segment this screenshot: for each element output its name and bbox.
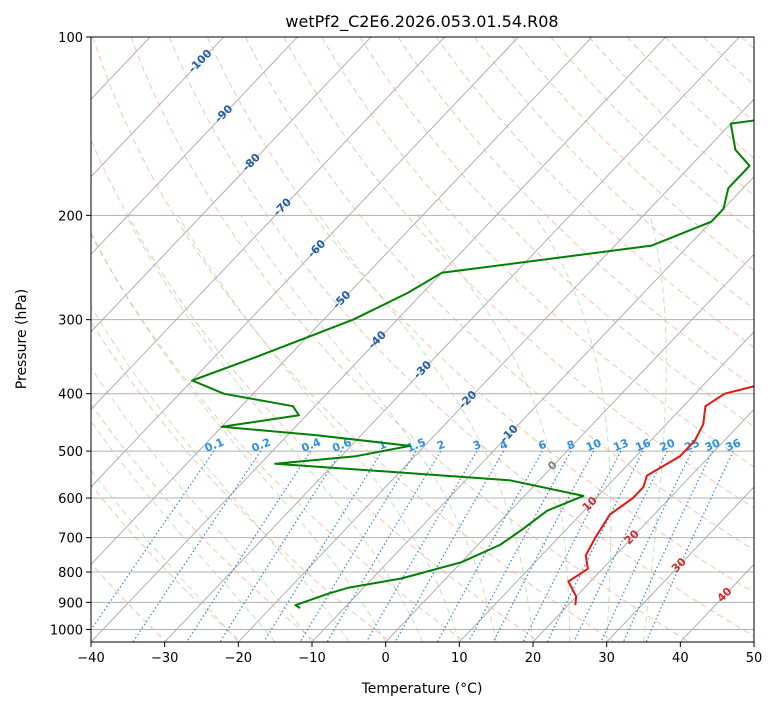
y-tick-label: 200 xyxy=(58,209,83,224)
moist-adiabat xyxy=(644,215,667,642)
x-tick-label: 0 xyxy=(382,651,390,666)
moist-adiabat xyxy=(0,215,238,642)
x-tick-label: −10 xyxy=(298,651,325,666)
isotherm-line xyxy=(607,37,775,642)
moist-adiabat xyxy=(126,215,422,642)
y-tick-label: 700 xyxy=(58,532,83,547)
dry-adiabat xyxy=(627,37,775,642)
isotherm-line xyxy=(754,37,775,642)
mixing-ratio-line xyxy=(623,451,712,642)
isotherm-line xyxy=(0,37,371,642)
moist-adiabat xyxy=(12,215,312,642)
dry-adiabat xyxy=(703,37,775,642)
dry-adiabat xyxy=(131,37,689,642)
dry-adiabat xyxy=(322,37,775,642)
isotherm-line xyxy=(0,37,3,642)
isotherm-line xyxy=(680,37,775,642)
mixing-ratio-line xyxy=(469,451,571,642)
x-tick-label: −40 xyxy=(77,651,104,666)
y-tick-label: 800 xyxy=(58,566,83,581)
dry-adiabat xyxy=(0,37,241,642)
isotherm-line xyxy=(17,37,592,642)
y-tick-label: 100 xyxy=(58,31,83,46)
mixing-ratio-line xyxy=(646,451,733,642)
mixing-ratio-line xyxy=(574,451,668,642)
sounding-series-1 xyxy=(192,37,775,608)
mixing-ratio-line xyxy=(327,451,441,642)
isotherm-line xyxy=(386,37,775,642)
x-tick-label: 10 xyxy=(451,651,468,666)
dry-adiabat xyxy=(665,37,775,642)
y-tick-label: 600 xyxy=(58,492,83,507)
dry-adiabat xyxy=(398,37,775,642)
dry-adiabat xyxy=(513,37,775,642)
mixing-ratio-label: 6 xyxy=(537,438,549,453)
y-tick-label: 900 xyxy=(58,596,83,611)
mixing-ratio-label: 2 xyxy=(435,438,447,453)
x-tick-label: 40 xyxy=(672,651,689,666)
mixing-ratio-line xyxy=(366,451,477,642)
moist-adiabat xyxy=(241,215,496,642)
mixing-ratio-label: 0.2 xyxy=(250,436,273,455)
dry-adiabat xyxy=(551,37,775,642)
dry-adiabat xyxy=(284,37,775,642)
dry-adiabat xyxy=(0,37,390,642)
y-tick-label: 400 xyxy=(58,388,83,403)
isotherm-line xyxy=(0,37,518,642)
mixing-ratio-line xyxy=(187,451,311,642)
y-tick-label: 300 xyxy=(58,314,83,329)
dry-adiabat xyxy=(93,37,615,642)
y-axis-label: Pressure (hPa) xyxy=(14,289,30,389)
isotherm-line xyxy=(238,37,775,642)
mixing-ratio-label: 0.1 xyxy=(203,436,226,455)
mixing-ratio-line xyxy=(133,451,261,642)
y-tick-label: 1000 xyxy=(50,623,83,638)
isotherm-line xyxy=(165,37,740,642)
mixing-ratio-label: 0.4 xyxy=(300,435,323,454)
mixing-ratio-line xyxy=(83,451,214,642)
x-tick-label: 30 xyxy=(598,651,615,666)
x-tick-label: 20 xyxy=(525,651,542,666)
isotherm-line xyxy=(0,37,76,642)
x-tick-label: 50 xyxy=(746,651,763,666)
x-axis-label: Temperature (°C) xyxy=(361,681,483,697)
dry-adiabat xyxy=(475,37,775,642)
chart-title: wetPf2_C2E6.2026.053.01.54.R08 xyxy=(285,12,558,32)
mixing-ratio-label: 8 xyxy=(565,438,577,453)
dry-adiabat xyxy=(169,37,764,642)
y-tick-label: 500 xyxy=(58,445,83,460)
mixing-ratio-line xyxy=(220,451,342,642)
x-tick-label: −20 xyxy=(225,651,252,666)
x-tick-label: −30 xyxy=(151,651,178,666)
moist-adiabat xyxy=(319,215,533,642)
